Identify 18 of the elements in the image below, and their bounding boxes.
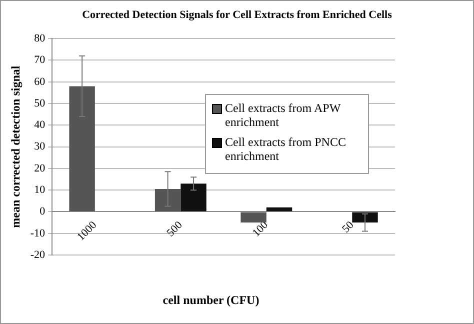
y-tick-label: 20 [34,162,46,174]
y-tick-label: 80 [34,32,46,44]
legend-label: Cell extracts from PNCC enrichment [225,134,347,163]
y-tick-label: 70 [34,54,46,66]
y-tick-label: 10 [34,184,46,196]
y-tick-label: 60 [34,76,46,88]
y-tick-label: -10 [30,227,46,240]
y-axis-title: mean corrected detection signal [8,65,22,228]
x-tick-label: 50 [340,218,357,236]
y-tick-label: 50 [34,97,46,110]
y-tick-label: -20 [30,248,46,261]
y-tick-label: 40 [34,119,46,132]
x-axis-title: cell number (CFU) [162,293,260,308]
y-tick-label: 30 [34,140,46,153]
y-tick-label: 0 [40,206,46,218]
legend-label: Cell extracts from APW enrichment [225,100,342,129]
chart-title: Corrected Detection Signals for Cell Extracts from Enriched Cells [81,9,393,21]
x-tick-label: 500 [164,218,186,240]
